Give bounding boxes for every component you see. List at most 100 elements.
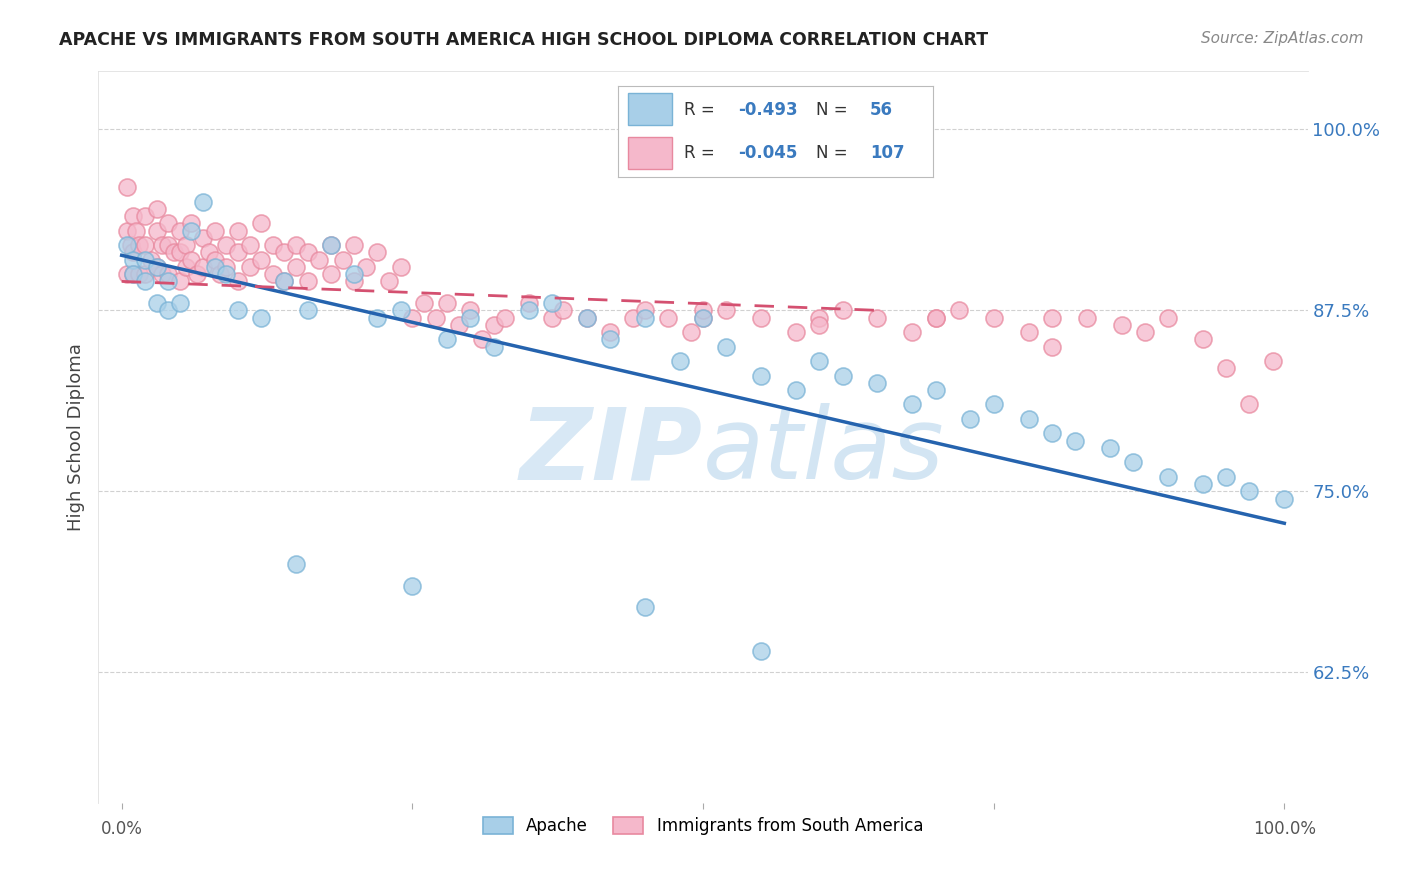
Point bbox=[319, 267, 342, 281]
Point bbox=[716, 340, 738, 354]
Point bbox=[169, 274, 191, 288]
Point bbox=[1064, 434, 1087, 448]
Point bbox=[122, 252, 145, 267]
Point bbox=[1098, 441, 1121, 455]
Point bbox=[319, 238, 342, 252]
Point bbox=[157, 216, 180, 230]
Point bbox=[1192, 332, 1215, 346]
Point bbox=[1040, 310, 1063, 325]
Point bbox=[209, 267, 232, 281]
Text: 0.0%: 0.0% bbox=[101, 820, 142, 838]
Legend: Apache, Immigrants from South America: Apache, Immigrants from South America bbox=[477, 811, 929, 842]
Point bbox=[924, 383, 946, 397]
Point bbox=[1239, 484, 1261, 499]
Point bbox=[145, 296, 167, 310]
Point bbox=[575, 310, 598, 325]
Point bbox=[599, 332, 621, 346]
Point bbox=[186, 267, 208, 281]
Point bbox=[634, 600, 657, 615]
Point bbox=[122, 267, 145, 281]
Point bbox=[808, 354, 831, 368]
Point bbox=[204, 224, 226, 238]
Point bbox=[297, 274, 319, 288]
Point bbox=[332, 252, 354, 267]
Point bbox=[436, 332, 458, 346]
Point bbox=[1018, 325, 1040, 339]
Point bbox=[157, 267, 180, 281]
Point bbox=[226, 303, 249, 318]
Point bbox=[983, 397, 1005, 411]
Point bbox=[634, 303, 657, 318]
Point bbox=[808, 310, 831, 325]
Point bbox=[273, 245, 295, 260]
Point bbox=[145, 202, 167, 216]
Point bbox=[124, 224, 146, 238]
Text: Source: ZipAtlas.com: Source: ZipAtlas.com bbox=[1201, 31, 1364, 46]
Point bbox=[343, 274, 366, 288]
Point bbox=[1040, 426, 1063, 441]
Y-axis label: High School Diploma: High School Diploma bbox=[66, 343, 84, 531]
Point bbox=[1122, 455, 1144, 469]
Point bbox=[150, 267, 173, 281]
Point bbox=[145, 224, 167, 238]
Point bbox=[139, 252, 162, 267]
Point bbox=[157, 303, 180, 318]
Point bbox=[180, 252, 202, 267]
Point bbox=[831, 368, 853, 383]
Point bbox=[785, 383, 807, 397]
Point bbox=[239, 238, 262, 252]
Text: ZIP: ZIP bbox=[520, 403, 703, 500]
Point bbox=[343, 267, 366, 281]
Point bbox=[174, 260, 197, 274]
Point bbox=[1076, 310, 1098, 325]
Point bbox=[128, 267, 150, 281]
Point bbox=[692, 310, 714, 325]
Point bbox=[174, 238, 197, 252]
Point bbox=[262, 267, 284, 281]
Point bbox=[785, 325, 807, 339]
Point bbox=[226, 245, 249, 260]
Point bbox=[901, 325, 924, 339]
Point bbox=[983, 310, 1005, 325]
Point bbox=[308, 252, 330, 267]
Point bbox=[145, 260, 167, 274]
Point bbox=[1239, 397, 1261, 411]
Point bbox=[471, 332, 494, 346]
Point bbox=[401, 578, 423, 592]
Point bbox=[117, 224, 139, 238]
Point bbox=[866, 376, 889, 390]
Point bbox=[1215, 361, 1237, 376]
Point bbox=[517, 296, 540, 310]
Point bbox=[250, 252, 273, 267]
Point bbox=[1157, 470, 1180, 484]
Point bbox=[831, 303, 853, 318]
Point bbox=[621, 310, 644, 325]
Point bbox=[134, 252, 156, 267]
Point bbox=[657, 310, 679, 325]
Point bbox=[134, 274, 156, 288]
Point bbox=[169, 224, 191, 238]
Point bbox=[460, 303, 482, 318]
Point bbox=[425, 310, 447, 325]
Text: APACHE VS IMMIGRANTS FROM SOUTH AMERICA HIGH SCHOOL DIPLOMA CORRELATION CHART: APACHE VS IMMIGRANTS FROM SOUTH AMERICA … bbox=[59, 31, 988, 49]
Point bbox=[145, 260, 167, 274]
Point bbox=[1192, 477, 1215, 491]
Point bbox=[250, 216, 273, 230]
Point bbox=[540, 310, 562, 325]
Point bbox=[134, 209, 156, 223]
Point bbox=[117, 180, 139, 194]
Point bbox=[1040, 340, 1063, 354]
Point bbox=[215, 260, 238, 274]
Point bbox=[959, 412, 981, 426]
Point bbox=[226, 274, 249, 288]
Point bbox=[634, 310, 657, 325]
Point bbox=[285, 238, 308, 252]
Point bbox=[749, 644, 772, 658]
Point bbox=[366, 310, 388, 325]
Point bbox=[122, 267, 145, 281]
Point bbox=[1111, 318, 1133, 332]
Point bbox=[482, 340, 505, 354]
Point bbox=[460, 310, 482, 325]
Point bbox=[668, 354, 690, 368]
Point bbox=[482, 318, 505, 332]
